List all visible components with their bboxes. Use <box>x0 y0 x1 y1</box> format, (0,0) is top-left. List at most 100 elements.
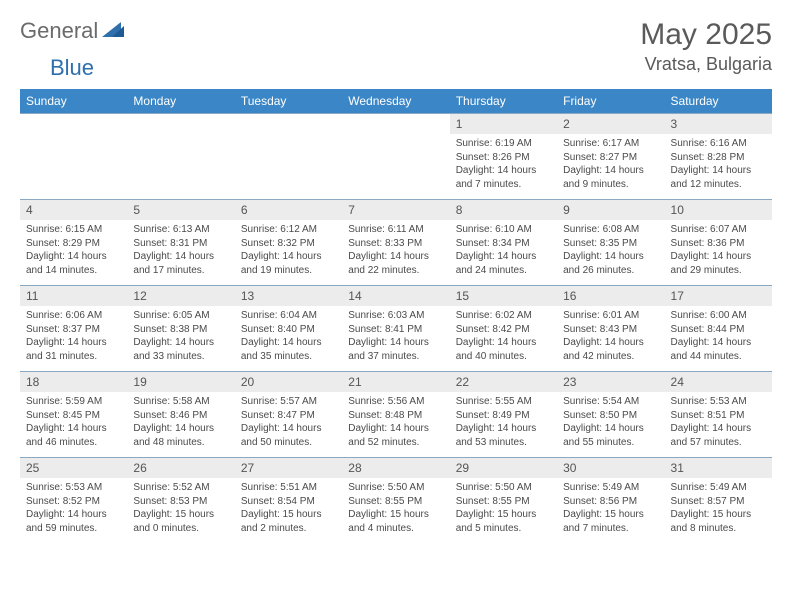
calendar-cell: 4Sunrise: 6:15 AMSunset: 8:29 PMDaylight… <box>20 200 127 286</box>
sunrise-line: Sunrise: 5:53 AM <box>26 481 121 495</box>
day-number: 17 <box>665 286 772 306</box>
day-details: Sunrise: 5:50 AMSunset: 8:55 PMDaylight:… <box>342 478 449 539</box>
sunset-line: Sunset: 8:36 PM <box>671 237 766 251</box>
sunset-line: Sunset: 8:27 PM <box>563 151 658 165</box>
day-details: Sunrise: 6:08 AMSunset: 8:35 PMDaylight:… <box>557 220 664 281</box>
sunset-line: Sunset: 8:55 PM <box>456 495 551 509</box>
sunset-line: Sunset: 8:28 PM <box>671 151 766 165</box>
sunset-line: Sunset: 8:46 PM <box>133 409 228 423</box>
daylight-line: Daylight: 14 hours and 42 minutes. <box>563 336 658 363</box>
calendar-cell <box>342 114 449 200</box>
calendar-cell: 24Sunrise: 5:53 AMSunset: 8:51 PMDayligh… <box>665 372 772 458</box>
day-details: Sunrise: 5:50 AMSunset: 8:55 PMDaylight:… <box>450 478 557 539</box>
daylight-line: Daylight: 14 hours and 53 minutes. <box>456 422 551 449</box>
day-number: 7 <box>342 200 449 220</box>
calendar-cell: 30Sunrise: 5:49 AMSunset: 8:56 PMDayligh… <box>557 458 664 544</box>
sunrise-line: Sunrise: 5:50 AM <box>456 481 551 495</box>
calendar-cell: 9Sunrise: 6:08 AMSunset: 8:35 PMDaylight… <box>557 200 664 286</box>
daylight-line: Daylight: 14 hours and 19 minutes. <box>241 250 336 277</box>
day-details: Sunrise: 6:13 AMSunset: 8:31 PMDaylight:… <box>127 220 234 281</box>
day-details: Sunrise: 6:11 AMSunset: 8:33 PMDaylight:… <box>342 220 449 281</box>
sunrise-line: Sunrise: 5:49 AM <box>563 481 658 495</box>
sunrise-line: Sunrise: 5:49 AM <box>671 481 766 495</box>
day-number: 16 <box>557 286 664 306</box>
calendar-cell: 12Sunrise: 6:05 AMSunset: 8:38 PMDayligh… <box>127 286 234 372</box>
dayname-tuesday: Tuesday <box>235 89 342 114</box>
calendar-cell <box>127 114 234 200</box>
calendar-cell: 27Sunrise: 5:51 AMSunset: 8:54 PMDayligh… <box>235 458 342 544</box>
sunset-line: Sunset: 8:41 PM <box>348 323 443 337</box>
day-details: Sunrise: 6:03 AMSunset: 8:41 PMDaylight:… <box>342 306 449 367</box>
sunset-line: Sunset: 8:40 PM <box>241 323 336 337</box>
calendar-cell: 29Sunrise: 5:50 AMSunset: 8:55 PMDayligh… <box>450 458 557 544</box>
calendar-cell: 6Sunrise: 6:12 AMSunset: 8:32 PMDaylight… <box>235 200 342 286</box>
dayname-sunday: Sunday <box>20 89 127 114</box>
daylight-line: Daylight: 15 hours and 2 minutes. <box>241 508 336 535</box>
day-number: 8 <box>450 200 557 220</box>
day-number: 4 <box>20 200 127 220</box>
day-number: 31 <box>665 458 772 478</box>
sunset-line: Sunset: 8:31 PM <box>133 237 228 251</box>
sunrise-line: Sunrise: 6:16 AM <box>671 137 766 151</box>
daylight-line: Daylight: 14 hours and 17 minutes. <box>133 250 228 277</box>
day-details: Sunrise: 5:55 AMSunset: 8:49 PMDaylight:… <box>450 392 557 453</box>
day-number: 18 <box>20 372 127 392</box>
calendar-cell: 2Sunrise: 6:17 AMSunset: 8:27 PMDaylight… <box>557 114 664 200</box>
day-details: Sunrise: 6:02 AMSunset: 8:42 PMDaylight:… <box>450 306 557 367</box>
daylight-line: Daylight: 15 hours and 0 minutes. <box>133 508 228 535</box>
sunrise-line: Sunrise: 6:15 AM <box>26 223 121 237</box>
daylight-line: Daylight: 14 hours and 44 minutes. <box>671 336 766 363</box>
day-details: Sunrise: 6:10 AMSunset: 8:34 PMDaylight:… <box>450 220 557 281</box>
day-details: Sunrise: 6:15 AMSunset: 8:29 PMDaylight:… <box>20 220 127 281</box>
day-details: Sunrise: 5:53 AMSunset: 8:51 PMDaylight:… <box>665 392 772 453</box>
sunset-line: Sunset: 8:42 PM <box>456 323 551 337</box>
day-details: Sunrise: 6:17 AMSunset: 8:27 PMDaylight:… <box>557 134 664 195</box>
sunrise-line: Sunrise: 6:00 AM <box>671 309 766 323</box>
sunset-line: Sunset: 8:51 PM <box>671 409 766 423</box>
sunset-line: Sunset: 8:47 PM <box>241 409 336 423</box>
daylight-line: Daylight: 14 hours and 26 minutes. <box>563 250 658 277</box>
sunrise-line: Sunrise: 5:58 AM <box>133 395 228 409</box>
sunrise-line: Sunrise: 6:07 AM <box>671 223 766 237</box>
day-details: Sunrise: 5:53 AMSunset: 8:52 PMDaylight:… <box>20 478 127 539</box>
day-number: 21 <box>342 372 449 392</box>
day-details: Sunrise: 6:16 AMSunset: 8:28 PMDaylight:… <box>665 134 772 195</box>
day-details: Sunrise: 5:51 AMSunset: 8:54 PMDaylight:… <box>235 478 342 539</box>
calendar-cell: 25Sunrise: 5:53 AMSunset: 8:52 PMDayligh… <box>20 458 127 544</box>
day-number: 11 <box>20 286 127 306</box>
sunrise-line: Sunrise: 6:06 AM <box>26 309 121 323</box>
day-number: 28 <box>342 458 449 478</box>
sunrise-line: Sunrise: 5:53 AM <box>671 395 766 409</box>
calendar-cell: 5Sunrise: 6:13 AMSunset: 8:31 PMDaylight… <box>127 200 234 286</box>
sunset-line: Sunset: 8:54 PM <box>241 495 336 509</box>
sunset-line: Sunset: 8:33 PM <box>348 237 443 251</box>
day-number: 1 <box>450 114 557 134</box>
daylight-line: Daylight: 15 hours and 8 minutes. <box>671 508 766 535</box>
sunrise-line: Sunrise: 5:51 AM <box>241 481 336 495</box>
sunrise-line: Sunrise: 6:19 AM <box>456 137 551 151</box>
day-details: Sunrise: 6:12 AMSunset: 8:32 PMDaylight:… <box>235 220 342 281</box>
daylight-line: Daylight: 14 hours and 33 minutes. <box>133 336 228 363</box>
daylight-line: Daylight: 14 hours and 22 minutes. <box>348 250 443 277</box>
daylight-line: Daylight: 15 hours and 7 minutes. <box>563 508 658 535</box>
calendar-cell: 20Sunrise: 5:57 AMSunset: 8:47 PMDayligh… <box>235 372 342 458</box>
sunrise-line: Sunrise: 5:54 AM <box>563 395 658 409</box>
calendar-cell: 18Sunrise: 5:59 AMSunset: 8:45 PMDayligh… <box>20 372 127 458</box>
day-details: Sunrise: 6:04 AMSunset: 8:40 PMDaylight:… <box>235 306 342 367</box>
daylight-line: Daylight: 14 hours and 7 minutes. <box>456 164 551 191</box>
calendar-row: 11Sunrise: 6:06 AMSunset: 8:37 PMDayligh… <box>20 286 772 372</box>
day-details: Sunrise: 6:05 AMSunset: 8:38 PMDaylight:… <box>127 306 234 367</box>
calendar-cell: 11Sunrise: 6:06 AMSunset: 8:37 PMDayligh… <box>20 286 127 372</box>
day-details: Sunrise: 6:06 AMSunset: 8:37 PMDaylight:… <box>20 306 127 367</box>
day-number: 12 <box>127 286 234 306</box>
day-details: Sunrise: 6:07 AMSunset: 8:36 PMDaylight:… <box>665 220 772 281</box>
calendar-row: 1 Sunrise: 6:19 AMSunset: 8:26 PMDaylight… <box>20 114 772 200</box>
sunset-line: Sunset: 8:26 PM <box>456 151 551 165</box>
sunrise-line: Sunrise: 6:17 AM <box>563 137 658 151</box>
logo-mark-icon <box>102 20 124 43</box>
day-number: 29 <box>450 458 557 478</box>
calendar-cell: 28Sunrise: 5:50 AMSunset: 8:55 PMDayligh… <box>342 458 449 544</box>
day-details: Sunrise: 5:59 AMSunset: 8:45 PMDaylight:… <box>20 392 127 453</box>
calendar-cell: 14Sunrise: 6:03 AMSunset: 8:41 PMDayligh… <box>342 286 449 372</box>
day-details: Sunrise: 5:49 AMSunset: 8:56 PMDaylight:… <box>557 478 664 539</box>
